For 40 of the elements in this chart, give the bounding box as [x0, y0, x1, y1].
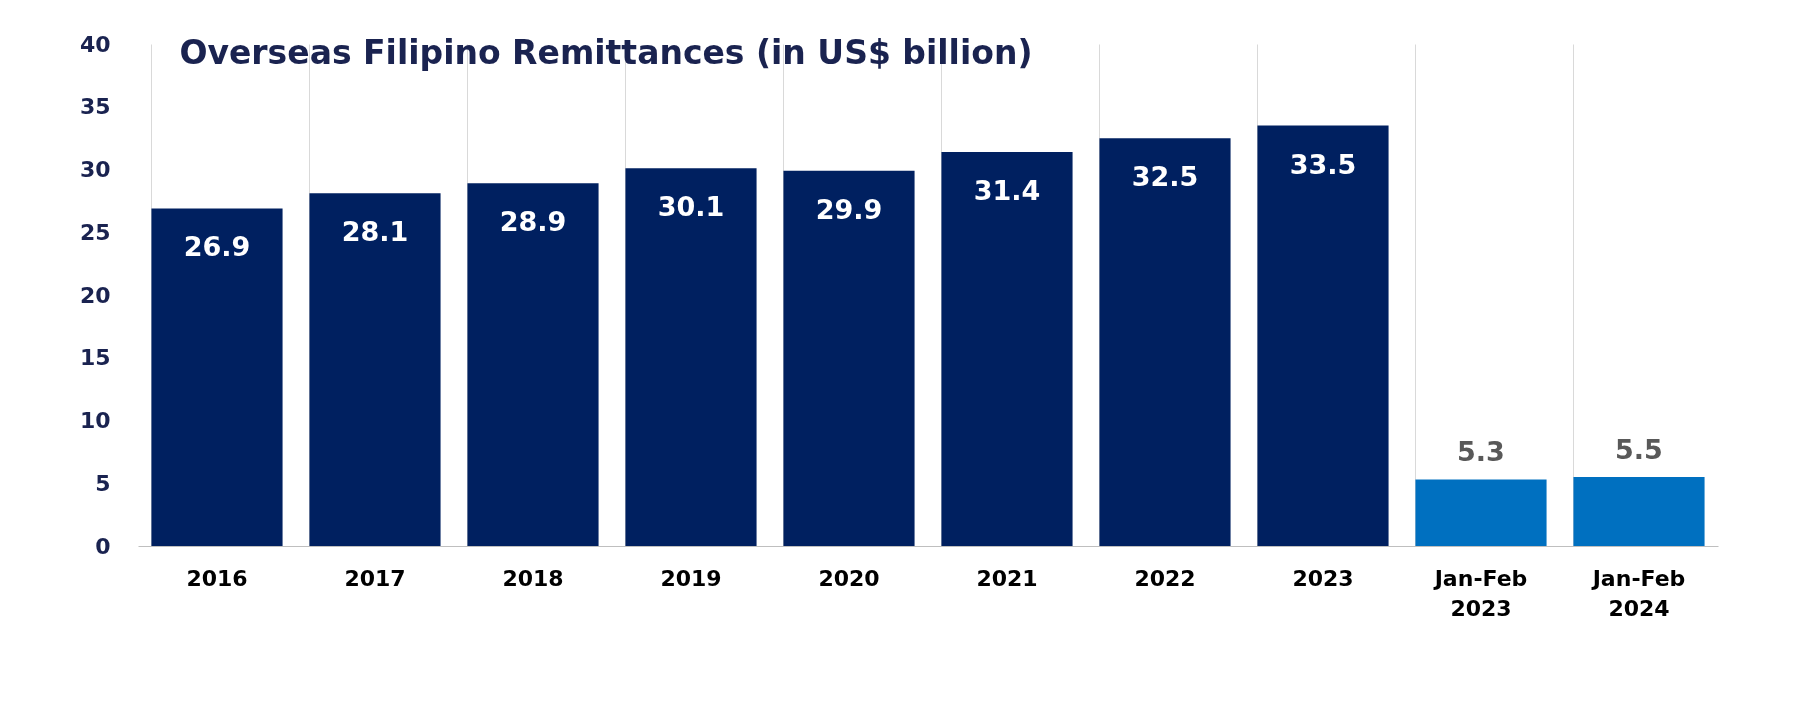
- y-tick-label: 30: [79, 157, 111, 182]
- x-tick-label: 2023: [1292, 565, 1354, 591]
- bar: [625, 168, 757, 546]
- data-label: 32.5: [1131, 161, 1199, 193]
- bar: [1573, 476, 1705, 546]
- y-tick-label: 25: [79, 219, 111, 245]
- y-tick-label: 15: [79, 345, 111, 371]
- x-tick-label: 2018: [502, 565, 564, 591]
- bar: [467, 183, 599, 546]
- y-tick-label: 5: [95, 470, 111, 496]
- x-tick-label: 2020: [818, 565, 880, 591]
- bar: [941, 151, 1073, 546]
- x-tick-label: 2016: [186, 565, 248, 591]
- x-tick-label: 2019: [660, 565, 722, 591]
- y-tick-label: 40: [79, 31, 111, 57]
- data-label: 33.5: [1289, 148, 1357, 180]
- x-tick-label: Jan-Feb 2024: [1590, 565, 1686, 621]
- bar: [309, 193, 441, 546]
- y-tick-label: 10: [79, 408, 111, 433]
- bar: [1257, 125, 1389, 546]
- y-tick-label: 20: [79, 282, 111, 308]
- data-label: 5.3: [1457, 436, 1505, 468]
- x-tick-label: 2017: [344, 565, 406, 591]
- data-label: 28.1: [341, 216, 409, 248]
- x-tick-label: Jan-Feb 2023: [1432, 565, 1528, 621]
- y-tick-label: 35: [79, 94, 111, 120]
- y-tick-label: 0: [95, 533, 111, 559]
- x-tick-label: 2021: [976, 565, 1038, 591]
- chart-title: Overseas Filipino Remittances (in US$ billion): [179, 33, 1033, 72]
- data-label: 31.4: [973, 174, 1041, 206]
- bar: [1099, 138, 1231, 546]
- data-label: 26.9: [183, 231, 251, 263]
- data-label: 5.5: [1615, 433, 1663, 465]
- bar: [1415, 479, 1547, 546]
- data-label: 30.1: [657, 191, 725, 223]
- bar: [151, 208, 283, 546]
- data-label: 29.9: [815, 193, 883, 225]
- bar: [783, 170, 915, 546]
- data-label: 28.9: [499, 206, 567, 238]
- x-tick-label: 2022: [1134, 565, 1196, 591]
